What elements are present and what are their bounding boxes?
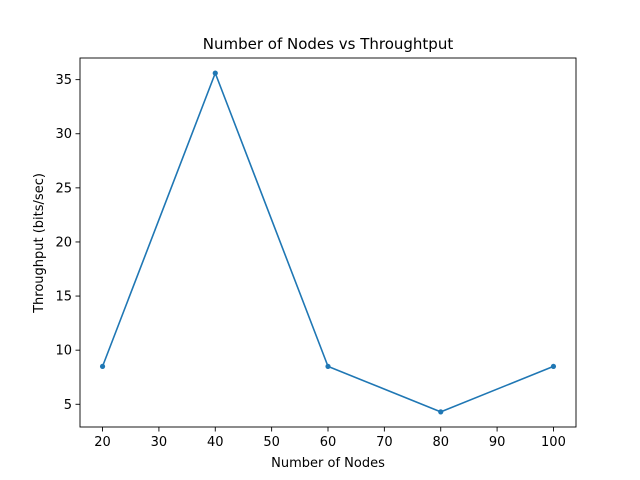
data-point [99, 363, 106, 370]
y-tick-label: 15 [55, 290, 72, 305]
chart-title: Number of Nodes vs Throughtput [203, 35, 454, 53]
x-tick-label: 60 [320, 435, 337, 450]
y-tick-label: 35 [55, 73, 72, 88]
y-axis-label: Throughput (bits/sec) [32, 173, 47, 314]
data-point [325, 363, 331, 370]
y-tick-label: 25 [55, 181, 72, 196]
x-tick-label: 50 [263, 435, 280, 450]
x-tick-label: 20 [94, 435, 111, 450]
x-tick-label: 80 [432, 435, 449, 450]
plot-area: 20 30 40 50 60 70 80 90 100 5 10 15 20 25 30 35 [55, 57, 577, 450]
y-tick-label: 5 [64, 398, 72, 413]
x-axis-label: Number of Nodes [271, 456, 385, 471]
x-tick-label: 30 [151, 435, 168, 450]
x-tick-label: 100 [541, 435, 566, 450]
y-tick-label: 20 [55, 235, 72, 250]
x-tick-label: 70 [376, 435, 393, 450]
data-point [550, 363, 557, 370]
x-tick-label: 40 [207, 435, 224, 450]
x-tick-label: 90 [489, 435, 506, 450]
data-point [212, 70, 218, 76]
y-tick-label: 10 [55, 344, 72, 359]
data-point [438, 409, 444, 415]
y-tick-label: 30 [55, 127, 72, 142]
